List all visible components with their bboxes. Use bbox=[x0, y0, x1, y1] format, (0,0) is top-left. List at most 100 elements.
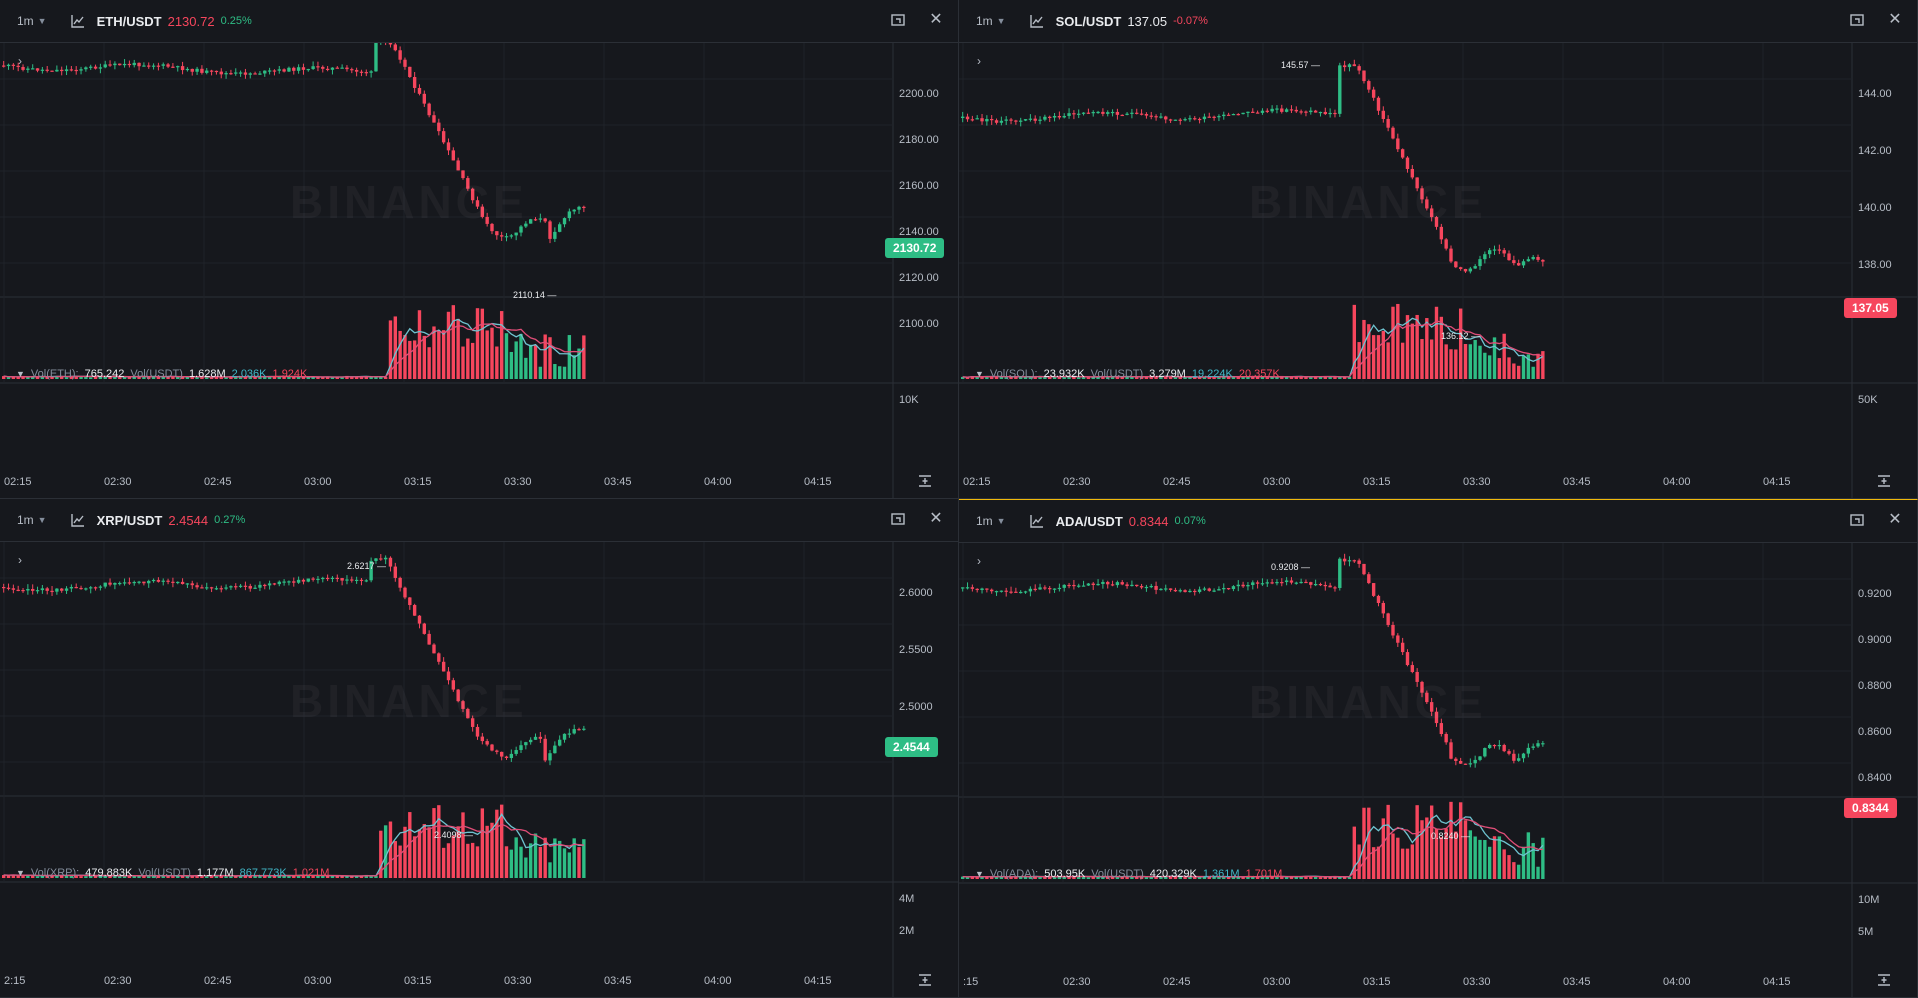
candlestick-chart[interactable] bbox=[0, 43, 958, 498]
caret-down-icon: ▼ bbox=[37, 515, 47, 525]
candle-body bbox=[1333, 587, 1337, 589]
volume-bar bbox=[1284, 877, 1289, 879]
candle-body bbox=[1212, 116, 1216, 118]
candlestick-chart[interactable] bbox=[0, 542, 958, 997]
volume-bar bbox=[1226, 876, 1231, 879]
candle-body bbox=[582, 728, 586, 730]
volume-bar bbox=[1391, 306, 1395, 379]
indicator-icon[interactable] bbox=[70, 14, 85, 28]
volume-collapse-icon[interactable]: ▼ bbox=[975, 869, 984, 879]
interval-selector[interactable]: 1m ▼ bbox=[976, 514, 1006, 528]
candle-body bbox=[132, 62, 136, 66]
indicator-icon[interactable] bbox=[70, 513, 85, 527]
volume-bar bbox=[350, 376, 354, 379]
time-axis-label: 04:00 bbox=[704, 476, 732, 488]
volume-bar bbox=[567, 335, 572, 379]
candle-body bbox=[466, 708, 470, 719]
indicator-icon[interactable] bbox=[1029, 514, 1044, 528]
autoscale-icon[interactable] bbox=[1877, 973, 1891, 987]
volume-bar bbox=[1328, 376, 1332, 379]
volume-bar bbox=[108, 376, 112, 379]
candle-body bbox=[1405, 157, 1410, 169]
candle-body bbox=[1043, 116, 1047, 120]
volume-bar bbox=[403, 826, 407, 878]
close-icon[interactable]: ✕ bbox=[1888, 11, 1902, 28]
chart-panel-xrp: 1m▼ XRP/USDT 2.4544 0.27% ✕ BINANCE›2.60… bbox=[0, 499, 959, 998]
candle-body bbox=[1260, 583, 1265, 585]
fullscreen-icon[interactable] bbox=[890, 12, 906, 28]
volume-collapse-icon[interactable]: ▼ bbox=[16, 868, 25, 878]
volume-bar bbox=[1318, 376, 1323, 379]
candlestick-chart[interactable] bbox=[959, 43, 1917, 498]
volume-collapse-icon[interactable]: ▼ bbox=[16, 369, 25, 379]
interval-selector[interactable]: 1m ▼ bbox=[17, 14, 47, 28]
volume-bar bbox=[306, 376, 310, 379]
interval-selector[interactable]: 1m ▼ bbox=[976, 14, 1006, 28]
fullscreen-icon[interactable] bbox=[1849, 12, 1865, 28]
volume-bar bbox=[253, 376, 257, 379]
volume-bar bbox=[1478, 839, 1482, 879]
volume-bar bbox=[2, 376, 6, 379]
candlestick-chart[interactable] bbox=[959, 543, 1917, 998]
price-change: -0.07% bbox=[1173, 15, 1208, 27]
candle-body bbox=[417, 87, 422, 94]
expand-chevron-icon[interactable]: › bbox=[977, 54, 981, 68]
interval-selector[interactable]: 1m ▼ bbox=[17, 513, 47, 527]
autoscale-icon[interactable] bbox=[918, 474, 932, 488]
volume-bar bbox=[1289, 876, 1294, 879]
candle-body bbox=[524, 223, 528, 227]
autoscale-icon[interactable] bbox=[1877, 474, 1891, 488]
expand-chevron-icon[interactable]: › bbox=[18, 553, 22, 567]
time-axis-label: 03:45 bbox=[1563, 476, 1591, 488]
expand-chevron-icon[interactable]: › bbox=[18, 54, 22, 68]
close-icon[interactable]: ✕ bbox=[1888, 511, 1902, 528]
volume-axis-label: 50K bbox=[1858, 394, 1878, 406]
symbol-label: SOL/USDT bbox=[1055, 13, 1122, 29]
candle-body bbox=[1270, 582, 1274, 584]
candle-body bbox=[103, 64, 107, 68]
close-icon[interactable]: ✕ bbox=[929, 510, 943, 527]
candle-body bbox=[1052, 588, 1057, 590]
volume-bar bbox=[1328, 877, 1332, 879]
candle-body bbox=[316, 66, 320, 68]
candles bbox=[961, 553, 1545, 768]
price-axis-label: 140.00 bbox=[1858, 202, 1892, 214]
volume-bar bbox=[1309, 376, 1313, 379]
volume-bar bbox=[975, 376, 979, 379]
volume-bar bbox=[243, 376, 248, 379]
volume-ma-long-value: 20.357K bbox=[1238, 368, 1280, 380]
fullscreen-icon[interactable] bbox=[890, 511, 906, 527]
autoscale-icon[interactable] bbox=[918, 973, 932, 987]
candle-body bbox=[553, 231, 557, 239]
candle-body bbox=[40, 588, 45, 591]
volume-bar bbox=[1512, 363, 1516, 379]
volume-bar bbox=[1019, 376, 1023, 379]
volume-bar bbox=[999, 876, 1004, 879]
candle-body bbox=[31, 68, 35, 70]
candle-body bbox=[195, 585, 199, 588]
close-icon[interactable]: ✕ bbox=[929, 11, 943, 28]
volume-bar bbox=[1135, 377, 1139, 379]
volume-bar bbox=[1125, 876, 1129, 879]
volume-bar bbox=[1168, 875, 1173, 879]
indicator-icon[interactable] bbox=[1029, 14, 1044, 28]
volume-bar bbox=[1096, 876, 1100, 879]
volume-bar bbox=[1478, 345, 1482, 379]
interval-label: 1m bbox=[976, 514, 993, 528]
volume-bar bbox=[1434, 828, 1439, 879]
expand-chevron-icon[interactable]: › bbox=[977, 554, 981, 568]
volume-collapse-icon[interactable]: ▼ bbox=[975, 369, 984, 379]
volume-bar bbox=[572, 838, 576, 878]
candle-body bbox=[432, 644, 436, 654]
volume-bar bbox=[330, 377, 335, 379]
candle-body bbox=[533, 736, 538, 740]
volume-bar bbox=[354, 875, 359, 878]
volume-bar bbox=[466, 843, 470, 878]
candle-body bbox=[1502, 250, 1506, 254]
volume-bar bbox=[1468, 830, 1473, 879]
volume-bar bbox=[234, 875, 238, 878]
volume-bar bbox=[1125, 376, 1129, 379]
fullscreen-icon[interactable] bbox=[1849, 512, 1865, 528]
volume-bar bbox=[1386, 804, 1390, 879]
price-axis-label: 0.8600 bbox=[1858, 726, 1892, 738]
